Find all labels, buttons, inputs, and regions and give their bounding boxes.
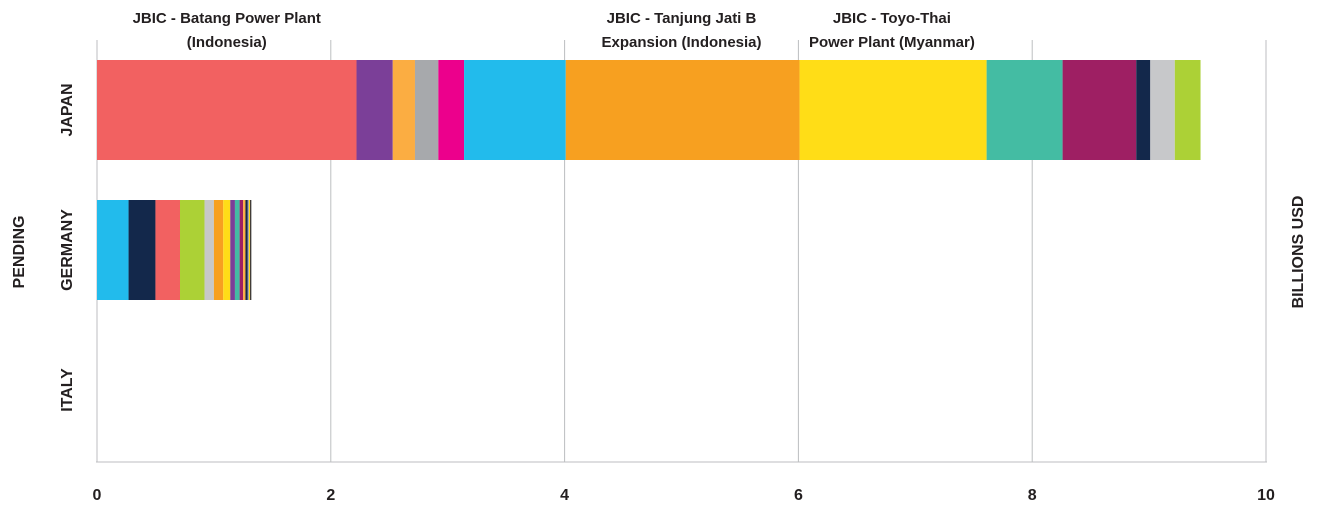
bar-segment bbox=[250, 200, 252, 300]
annotations: JBIC - Batang Power Plant (Indonesia) JBIC… bbox=[133, 10, 975, 51]
bar-segment bbox=[234, 200, 240, 300]
bar-segment bbox=[1062, 60, 1137, 160]
bar-segment bbox=[239, 200, 244, 300]
x-axis: 0 2 4 6 8 10 bbox=[93, 461, 1275, 504]
annotation-label: (Indonesia) bbox=[187, 34, 267, 51]
bar-segment bbox=[179, 200, 205, 300]
bar-segment bbox=[223, 200, 231, 300]
bar-segment bbox=[97, 60, 357, 160]
bar-segment bbox=[204, 200, 214, 300]
bar-segment bbox=[243, 200, 246, 300]
bar-segment bbox=[414, 60, 439, 160]
annotation-label: JBIC - Toyo-Thai bbox=[833, 10, 951, 27]
y-category-label: ITALY bbox=[59, 368, 76, 412]
bar-segment bbox=[986, 60, 1063, 160]
bar-segment bbox=[245, 200, 248, 300]
x-axis-title: BILLIONS USD bbox=[1290, 196, 1307, 309]
bar-segment bbox=[392, 60, 415, 160]
y-axis: JAPAN GERMANY ITALY bbox=[59, 83, 76, 411]
y-category-label: GERMANY bbox=[59, 209, 76, 291]
x-tick-label: 2 bbox=[326, 487, 335, 504]
bar-segment bbox=[1136, 60, 1151, 160]
bar-segment bbox=[799, 60, 987, 160]
bar-segment bbox=[464, 60, 566, 160]
x-tick-label: 8 bbox=[1028, 487, 1037, 504]
bar-segment bbox=[1174, 60, 1201, 160]
y-axis-title: PENDING bbox=[11, 216, 28, 289]
x-tick-label: 6 bbox=[794, 487, 803, 504]
y-category-label: JAPAN bbox=[59, 83, 76, 136]
x-tick-label: 10 bbox=[1257, 487, 1275, 504]
bars bbox=[97, 60, 1201, 300]
x-tick-label: 4 bbox=[560, 487, 569, 504]
bar-segment bbox=[247, 200, 249, 300]
bar-segment bbox=[1150, 60, 1175, 160]
bar-segment bbox=[356, 60, 393, 160]
bar-segment bbox=[438, 60, 465, 160]
bar-segment bbox=[213, 200, 224, 300]
x-tick-label: 0 bbox=[93, 487, 102, 504]
bar-segment bbox=[128, 200, 156, 300]
bar-segment bbox=[97, 200, 129, 300]
bar-segment bbox=[155, 200, 180, 300]
bar-segment bbox=[230, 200, 235, 300]
annotation-label: JBIC - Tanjung Jati B bbox=[607, 10, 757, 27]
bar-segment bbox=[248, 200, 251, 300]
annotation-label: Power Plant (Myanmar) bbox=[809, 34, 975, 51]
annotation-label: JBIC - Batang Power Plant bbox=[133, 10, 321, 27]
annotation-label: Expansion (Indonesia) bbox=[601, 34, 761, 51]
bar-segment bbox=[565, 60, 800, 160]
